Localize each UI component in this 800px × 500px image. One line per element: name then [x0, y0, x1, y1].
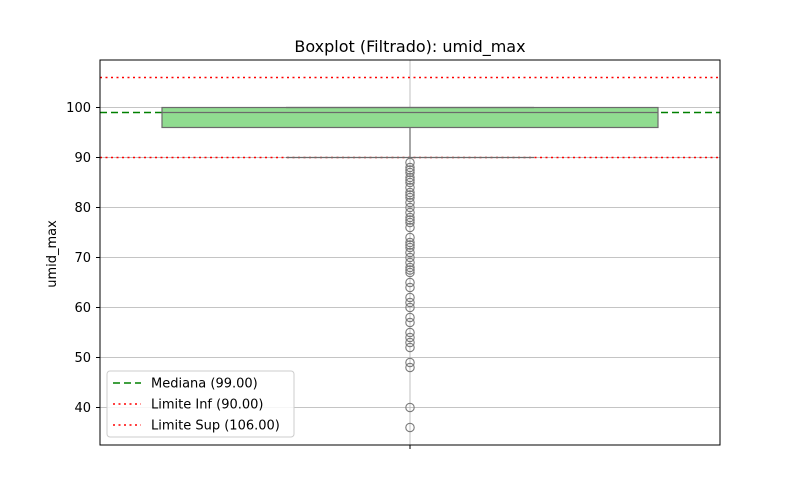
outlier-point [405, 402, 415, 413]
outlier-point [405, 422, 415, 433]
outlier-point [405, 177, 415, 188]
outlier-point [405, 212, 415, 223]
outlier-point [405, 172, 415, 183]
outlier-point [405, 197, 415, 208]
legend-label: Limite Sup (106.00) [151, 419, 280, 434]
outlier-point [405, 162, 415, 173]
outlier-point [405, 282, 415, 293]
outlier-point [405, 165, 415, 175]
y-tick-label: 90 [74, 151, 91, 166]
chart-title: Boxplot (Filtrado): umid_max [294, 37, 525, 57]
outlier-point [405, 302, 415, 313]
y-tick-label: 60 [74, 301, 91, 316]
y-tick-label: 50 [74, 351, 91, 366]
outlier-point [405, 247, 415, 258]
y-axis-label: umid_max [45, 220, 60, 288]
y-tick-label: 80 [74, 201, 91, 216]
outlier-point [405, 252, 415, 263]
legend-box [106, 370, 295, 438]
legend-label: Mediana (99.00) [151, 377, 258, 392]
outlier-point [405, 240, 415, 250]
outlier-point [405, 232, 415, 243]
box-body [161, 106, 659, 129]
outlier-point [405, 182, 415, 193]
outlier-point [405, 292, 415, 303]
outlier-point [405, 215, 415, 225]
outlier-point [405, 187, 415, 198]
outlier-point [405, 262, 415, 273]
outlier-point [405, 267, 415, 278]
y-tick-label: 70 [74, 251, 91, 266]
outlier-point [405, 312, 415, 323]
outlier-point [405, 342, 415, 353]
legend-label: Limite Inf (90.00) [151, 398, 264, 413]
outlier-point [405, 175, 415, 185]
outlier-point [405, 190, 415, 200]
outlier-point [405, 332, 415, 343]
y-tick-label: 100 [66, 101, 91, 116]
outlier-point [405, 362, 415, 373]
outlier-point [405, 222, 415, 233]
outlier-point [405, 265, 415, 275]
outlier-point [405, 207, 415, 218]
outlier-point [405, 357, 415, 368]
outlier-point [405, 237, 415, 248]
y-tick-label: 40 [74, 401, 91, 416]
outlier-point [405, 217, 415, 228]
outlier-point [405, 327, 415, 338]
outlier-point [405, 337, 415, 348]
outlier-point [405, 317, 415, 328]
outlier-point [405, 167, 415, 178]
outlier-point [405, 202, 415, 213]
outlier-point [405, 242, 415, 253]
outlier-point [405, 192, 415, 203]
outlier-point [405, 157, 415, 168]
outlier-point [405, 277, 415, 288]
outlier-point [405, 297, 415, 308]
outlier-point [405, 257, 415, 268]
